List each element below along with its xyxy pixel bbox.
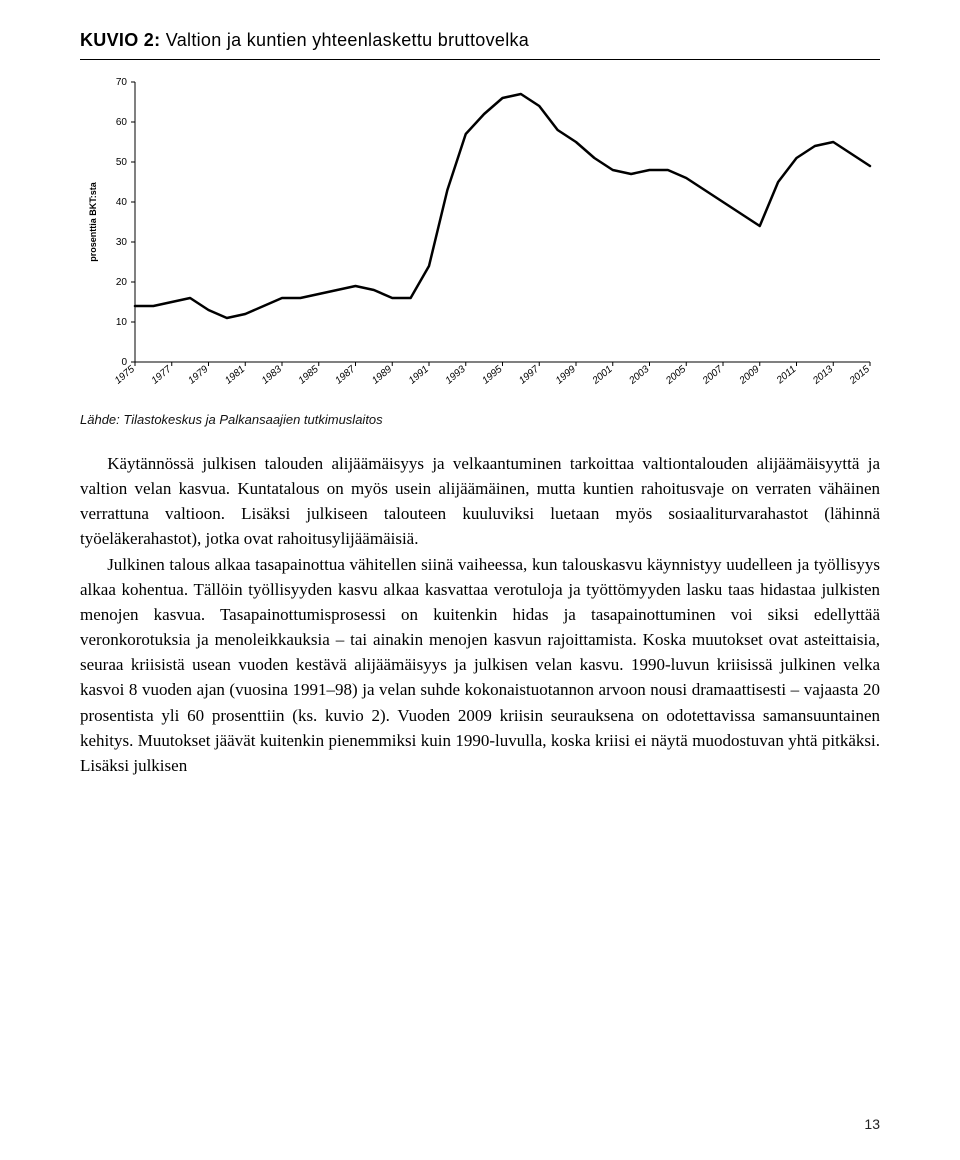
svg-text:40: 40 xyxy=(116,197,128,208)
svg-text:60: 60 xyxy=(116,117,128,128)
svg-text:2005: 2005 xyxy=(663,364,688,388)
svg-text:2007: 2007 xyxy=(700,364,725,388)
paragraph-1: Käytännössä julkisen talouden alijäämäis… xyxy=(80,451,880,552)
svg-text:2011: 2011 xyxy=(774,364,798,387)
svg-text:70: 70 xyxy=(116,77,128,88)
figure-title: KUVIO 2: Valtion ja kuntien yhteenlasket… xyxy=(80,30,880,51)
svg-text:2013: 2013 xyxy=(810,364,835,388)
figure-label: KUVIO 2: xyxy=(80,30,160,50)
page: KUVIO 2: Valtion ja kuntien yhteenlasket… xyxy=(0,0,960,1160)
svg-text:1983: 1983 xyxy=(260,364,284,387)
svg-text:10: 10 xyxy=(116,317,128,328)
svg-text:1997: 1997 xyxy=(517,364,541,387)
svg-text:1975: 1975 xyxy=(113,364,137,387)
title-rule xyxy=(80,59,880,60)
page-number: 13 xyxy=(864,1116,880,1132)
svg-text:1995: 1995 xyxy=(480,364,504,387)
svg-text:2015: 2015 xyxy=(847,364,872,388)
chart-source: Lähde: Tilastokeskus ja Palkansaajien tu… xyxy=(80,412,880,427)
svg-text:1979: 1979 xyxy=(186,364,210,387)
svg-text:1989: 1989 xyxy=(370,364,394,387)
svg-text:1991: 1991 xyxy=(407,364,431,387)
svg-text:2001: 2001 xyxy=(590,364,615,387)
svg-text:2009: 2009 xyxy=(737,364,762,388)
body-text: Käytännössä julkisen talouden alijäämäis… xyxy=(80,451,880,778)
svg-text:1999: 1999 xyxy=(554,364,578,387)
svg-text:20: 20 xyxy=(116,277,128,288)
svg-text:30: 30 xyxy=(116,237,128,248)
svg-text:1987: 1987 xyxy=(333,364,357,387)
line-chart: 0102030405060701975197719791981198319851… xyxy=(80,72,880,402)
paragraph-2: Julkinen talous alkaa tasapainottua vähi… xyxy=(80,552,880,778)
svg-text:1985: 1985 xyxy=(297,364,321,387)
svg-text:1977: 1977 xyxy=(150,364,174,387)
svg-text:1993: 1993 xyxy=(444,364,468,387)
svg-text:1981: 1981 xyxy=(223,364,247,387)
svg-text:50: 50 xyxy=(116,157,128,168)
svg-text:prosenttia BKT:sta: prosenttia BKT:sta xyxy=(88,181,98,262)
figure-title-text: Valtion ja kuntien yhteenlaskettu brutto… xyxy=(166,30,529,50)
svg-text:2003: 2003 xyxy=(627,364,652,388)
